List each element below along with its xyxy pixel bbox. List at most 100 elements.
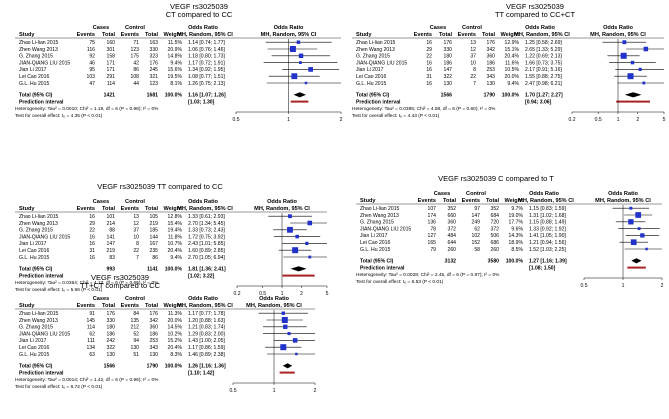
control-total: 352 <box>491 206 500 212</box>
control-total: 105 <box>150 214 159 220</box>
cases-total: 242 <box>107 338 116 344</box>
cases-events: 31 <box>89 248 95 254</box>
x-tick-label: 2 <box>661 283 664 289</box>
control-total: 323 <box>150 54 159 60</box>
prediction-bar <box>627 266 646 269</box>
cases-total: 301 <box>107 47 116 53</box>
study-marker <box>292 247 299 254</box>
cases-total: 171 <box>107 67 116 73</box>
control-events: 51 <box>133 352 139 358</box>
control-total: 219 <box>150 221 159 227</box>
events-header: Events <box>77 206 95 212</box>
total-label: Total (95% CI) <box>19 364 53 370</box>
cases-total: 158 <box>107 54 116 60</box>
control-events: 130 <box>131 345 140 351</box>
control-total: 684 <box>491 213 500 219</box>
x-tick-label: 0.5 <box>580 283 587 289</box>
cases-events: 22 <box>426 54 432 60</box>
events-header: Events <box>121 32 139 38</box>
study-marker <box>288 214 292 219</box>
control-events: 13 <box>470 40 476 46</box>
control-total: 253 <box>150 338 159 344</box>
method-header: MH, Random, 95% CI <box>514 32 570 38</box>
weight-value: 20.9% <box>168 47 183 53</box>
control-total: 163 <box>150 40 159 46</box>
study-marker <box>630 239 637 246</box>
study-name: JIAN-QIANG LIU 2015 <box>19 331 70 337</box>
total-ci: 1.27 [1.16; 1.39] <box>529 259 567 265</box>
odds-ratio-ci: 1.43 [1.00; 2.05] <box>188 338 225 344</box>
method-header: MH, Random, 95% CI <box>590 32 646 38</box>
odds-ratio-ci: 1.55 [0.88; 2.75] <box>525 74 562 80</box>
study-name: G.L. Hu 2015 <box>19 352 49 358</box>
total-control: 1141 <box>147 267 158 273</box>
control-header: Control <box>125 25 145 31</box>
control-total: 86 <box>152 255 158 261</box>
total-cases: 3132 <box>445 259 456 265</box>
odds-ratio-ci: 1.29 [0.83; 2.00] <box>188 331 225 337</box>
odds-ratio-ci: 1.31 [1.02; 1.68] <box>529 213 566 219</box>
total-header: Total <box>102 206 115 212</box>
odds-ratio-ci: 1.34 [0.92; 1.95] <box>188 67 225 73</box>
prediction-label: Prediction interval <box>19 99 64 105</box>
total-cases: 1566 <box>104 364 115 370</box>
study-name: Jian Li 2017 <box>19 338 47 344</box>
total-weight: 100.0% <box>502 93 520 99</box>
weight-header: Weight <box>163 32 182 38</box>
total-control: 1790 <box>147 364 158 370</box>
cases-total: 186 <box>444 60 453 66</box>
control-events: 44 <box>133 81 139 87</box>
study-name: G. Zhang 2015 <box>356 54 390 60</box>
weight-value: 9.7% <box>511 206 523 212</box>
cases-events: 46 <box>89 60 95 66</box>
study-marker <box>283 324 288 329</box>
study-name: Zhao Li-lian 2015 <box>356 40 396 46</box>
weight-value: 11.8% <box>168 234 183 240</box>
x-tick-label: 2 <box>636 117 639 123</box>
weight-value: 20.4% <box>168 248 183 254</box>
total-header: Total <box>145 303 158 309</box>
control-events: 13 <box>133 214 139 220</box>
control-total: 342 <box>487 47 496 53</box>
control-events: 10 <box>133 234 139 240</box>
events-header: Events <box>458 32 476 38</box>
prediction-label: Prediction interval <box>19 273 64 279</box>
cases-total: 176 <box>444 40 453 46</box>
control-header: Control <box>125 296 145 302</box>
study-name: Zhao Li-lian 2015 <box>19 311 59 317</box>
study-marker <box>280 344 287 351</box>
weight-value: 10.2% <box>168 331 183 337</box>
control-events: 102 <box>472 233 481 239</box>
odds-ratio-ci: 1.60 [0.89; 2.85] <box>188 248 225 254</box>
weight-value: 8.5% <box>511 247 523 253</box>
pooled-diamond <box>282 363 293 369</box>
odds-ratio-ci: 1.06 [0.76; 1.46] <box>188 47 225 53</box>
cases-total: 484 <box>448 233 457 239</box>
cases-total: 141 <box>107 234 116 240</box>
study-name: Lei Cao 2016 <box>356 74 386 80</box>
prediction-ci: [0.94; 3.06] <box>525 99 552 105</box>
study-name: JIAN-QIANG LIU 2015 <box>19 234 70 240</box>
prediction-ci: [1.08; 1.50] <box>529 265 556 271</box>
study-name: Zhao Li-lian 2015 <box>360 206 400 212</box>
heterogeneity-text: Heterogeneity: Tau² = 0.0364; Chi² = 4.1… <box>15 280 159 286</box>
x-tick-label: 1 <box>617 117 620 123</box>
weight-value: 11.3% <box>168 311 183 317</box>
control-events: 7 <box>136 255 139 261</box>
total-ci: 1.70 [1.27; 2.27] <box>525 93 563 99</box>
control-header: Control <box>466 191 486 197</box>
control-total: 185 <box>150 228 159 234</box>
total-weight: 100.0% <box>165 93 183 99</box>
study-name: Lei Cao 2016 <box>360 240 390 246</box>
control-events: 37 <box>133 228 139 234</box>
study-name: Jian Li 2017 <box>19 241 47 247</box>
control-total: 186 <box>150 331 159 337</box>
control-total: 167 <box>150 241 159 247</box>
control-events: 12 <box>470 47 476 53</box>
method-header: MH, Random, 95% CI <box>246 303 302 309</box>
cases-total: 660 <box>448 213 457 219</box>
control-total: 176 <box>150 60 159 66</box>
control-total: 343 <box>487 74 496 80</box>
odds-ratio-ci: 1.18 [0.80; 1.73] <box>188 54 225 60</box>
plot-header: Odds Ratio <box>274 25 304 31</box>
